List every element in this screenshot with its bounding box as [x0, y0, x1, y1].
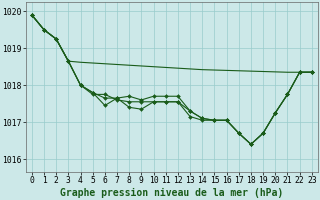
- X-axis label: Graphe pression niveau de la mer (hPa): Graphe pression niveau de la mer (hPa): [60, 188, 284, 198]
